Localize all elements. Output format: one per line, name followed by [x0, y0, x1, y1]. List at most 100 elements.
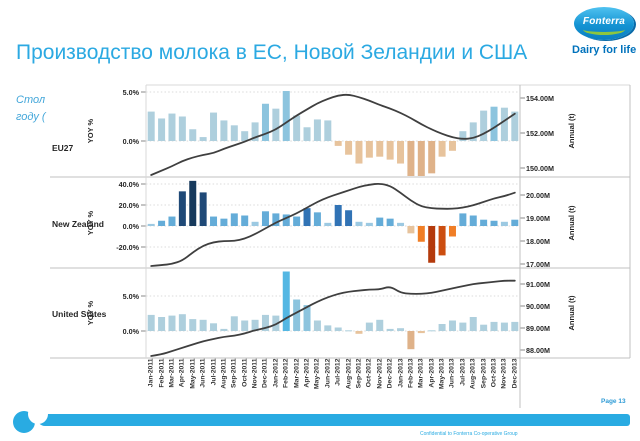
new-zealand-bar [365, 222, 373, 226]
eu27-bar [511, 111, 519, 141]
logo-brand-text: Fonterra [582, 16, 626, 27]
eu27-bar [251, 122, 259, 141]
new-zealand-bar [251, 221, 259, 226]
new-zealand-bar [147, 223, 155, 226]
united-states-bar [293, 299, 301, 331]
confidential-note: Confidential to Fonterra Co-operative Gr… [420, 431, 518, 437]
united-states-bar [303, 305, 311, 331]
new-zealand-bar [241, 215, 249, 226]
slide-title: Производство молока в ЕС, Новой Зеландии… [16, 41, 528, 64]
new-zealand-bar [272, 213, 280, 226]
united-states-bar [210, 323, 218, 331]
eu27-bar [376, 141, 384, 157]
new-zealand-bar [490, 220, 498, 226]
eu27-bar [417, 141, 425, 176]
new-zealand-bar [220, 218, 228, 226]
new-zealand-bar [386, 218, 394, 226]
united-states-bar [417, 331, 425, 334]
united-states-bar [220, 328, 228, 331]
united-states-bar [313, 320, 321, 331]
new-zealand-bar [417, 226, 425, 242]
eu27-bar [490, 106, 498, 141]
eu27-bar [500, 107, 508, 141]
new-zealand-bar [334, 205, 342, 226]
eu27-bar [428, 141, 436, 174]
united-states-bar [365, 322, 373, 331]
eu27-bar [438, 141, 446, 157]
new-zealand-bar [511, 219, 519, 226]
new-zealand-bar [407, 226, 415, 234]
united-states-bar [386, 328, 394, 331]
united-states-bar [469, 317, 477, 331]
new-zealand-bar [355, 221, 363, 226]
new-zealand-bar [428, 226, 436, 263]
eu27-bar [178, 116, 186, 141]
eu27-bar [158, 118, 166, 141]
eu27-bar [241, 131, 249, 141]
eu27-bar [220, 120, 228, 141]
page-number: Page 13 [601, 398, 626, 405]
united-states-bar [251, 319, 259, 331]
united-states-bar [324, 325, 332, 331]
new-zealand-bar [261, 211, 269, 226]
eu27-bar [386, 141, 394, 160]
united-states-bar [376, 319, 384, 331]
new-zealand-bar [189, 180, 197, 226]
eu27-bar [230, 125, 238, 141]
eu27-bar [345, 141, 353, 155]
new-zealand-bar [448, 226, 456, 237]
new-zealand-bar [282, 214, 290, 226]
united-states-annual-line [150, 279, 516, 357]
eu27-bar [334, 141, 342, 146]
united-states-bar [230, 316, 238, 331]
eu27-bar [397, 141, 405, 164]
eu27-bar [448, 141, 456, 151]
new-zealand-bar [293, 216, 301, 226]
united-states-bar [438, 324, 446, 331]
fonterra-logo-mark: Fonterra [574, 7, 634, 40]
united-states-bar [511, 321, 519, 331]
eu27-bar [313, 119, 321, 141]
united-states-bar [282, 271, 290, 331]
eu27-bar [459, 131, 467, 141]
united-states-bar [168, 315, 176, 331]
new-zealand-bar [480, 219, 488, 226]
united-states-bar [355, 331, 363, 334]
new-zealand-bar [397, 222, 405, 226]
eu27-bar [189, 129, 197, 141]
logo-green-swoosh [583, 24, 625, 35]
eu27-bar [365, 141, 373, 158]
eu27-annual-line [150, 93, 516, 176]
united-states-bar [334, 327, 342, 331]
new-zealand-bar [324, 222, 332, 226]
eu27-bar [407, 141, 415, 176]
united-states-bar [345, 330, 353, 332]
eu27-bar [303, 127, 311, 141]
subtitle-line-1: Стол [16, 94, 46, 106]
new-zealand-bar [230, 213, 238, 226]
new-zealand-bar [210, 216, 218, 226]
united-states-bar [189, 319, 197, 331]
eu27-bar [199, 137, 207, 141]
new-zealand-bar [469, 215, 477, 226]
eu27-bar [324, 120, 332, 141]
new-zealand-bar [438, 226, 446, 256]
united-states-bar [199, 319, 207, 331]
eu27-bar [469, 122, 477, 141]
fonterra-logo: Fonterra Dairy for life [572, 7, 636, 56]
united-states-bar [428, 330, 436, 332]
eu27-bar [147, 111, 155, 141]
milk-production-chart-background [50, 85, 630, 408]
united-states-bar [147, 314, 155, 331]
new-zealand-bar [345, 210, 353, 226]
united-states-bar [241, 320, 249, 331]
eu27-bar [293, 115, 301, 141]
united-states-bar [480, 324, 488, 331]
eu27-bar [261, 103, 269, 141]
united-states-bar [500, 322, 508, 331]
eu27-bar [480, 110, 488, 141]
new-zealand-bar [500, 221, 508, 226]
eu27-bar [355, 141, 363, 164]
